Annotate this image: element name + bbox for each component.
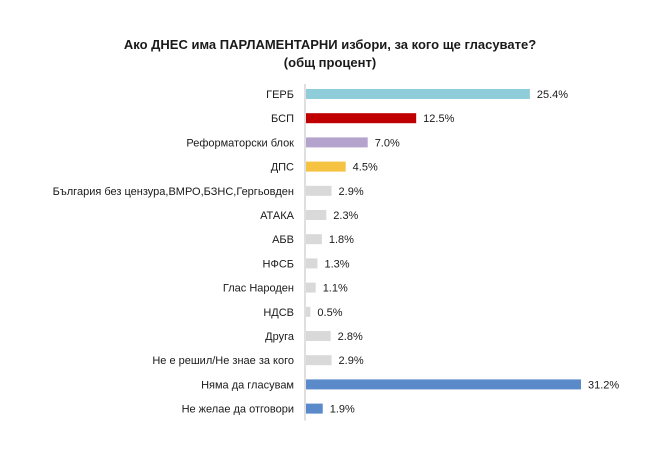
bar xyxy=(306,282,316,293)
value-label: 1.3% xyxy=(324,258,349,270)
value-label: 12.5% xyxy=(423,113,454,125)
category-label: Не желае да отговори xyxy=(182,404,294,416)
category-label: Не е решил/Не знае за кого xyxy=(152,355,294,367)
value-label: 4.5% xyxy=(353,162,378,174)
category-label: НДСВ xyxy=(263,307,294,319)
bar xyxy=(306,306,311,317)
bar xyxy=(306,185,332,196)
bar xyxy=(306,89,530,99)
category-label: БСП xyxy=(271,113,294,125)
chart-title: Ако ДНЕС има ПАРЛАМЕНТАРНИ избори, за ко… xyxy=(123,37,537,70)
value-label: 1.9% xyxy=(330,404,355,416)
bar xyxy=(306,403,323,414)
value-label: 31.2% xyxy=(588,379,619,391)
value-label: 1.8% xyxy=(329,234,354,246)
category-label: Глас Народен xyxy=(223,283,294,295)
category-label: АТАКА xyxy=(260,210,295,222)
value-label: 1.1% xyxy=(323,283,348,295)
bar xyxy=(306,137,368,148)
category-label: Няма да гласувам xyxy=(201,379,294,391)
value-label: 2.8% xyxy=(338,331,363,343)
bar xyxy=(306,379,581,390)
bar xyxy=(306,210,327,220)
bar xyxy=(306,258,318,269)
value-label: 0.5% xyxy=(317,307,342,319)
bars: ГЕРБ 25.4% БСП 12.5% Реформаторски блок 7.0% Д… xyxy=(53,89,619,416)
value-label: 2.9% xyxy=(339,355,364,367)
category-label: ДПС xyxy=(271,162,294,174)
category-label: Реформаторски блок xyxy=(186,137,294,149)
category-label: АБВ xyxy=(272,234,294,246)
bar xyxy=(306,355,332,366)
category-label: България без цензура,ВМРО,БЗНС,Гергьовде… xyxy=(53,186,294,198)
category-label: ГЕРБ xyxy=(266,89,294,101)
category-label: Друга xyxy=(265,331,295,343)
value-label: 25.4% xyxy=(537,89,568,101)
value-label: 7.0% xyxy=(375,137,400,149)
category-label: НФСБ xyxy=(263,258,294,270)
bar xyxy=(306,161,346,172)
bar xyxy=(306,234,322,245)
bar xyxy=(306,113,417,124)
value-label: 2.9% xyxy=(339,186,364,198)
bar xyxy=(306,331,331,341)
value-label: 2.3% xyxy=(333,210,358,222)
